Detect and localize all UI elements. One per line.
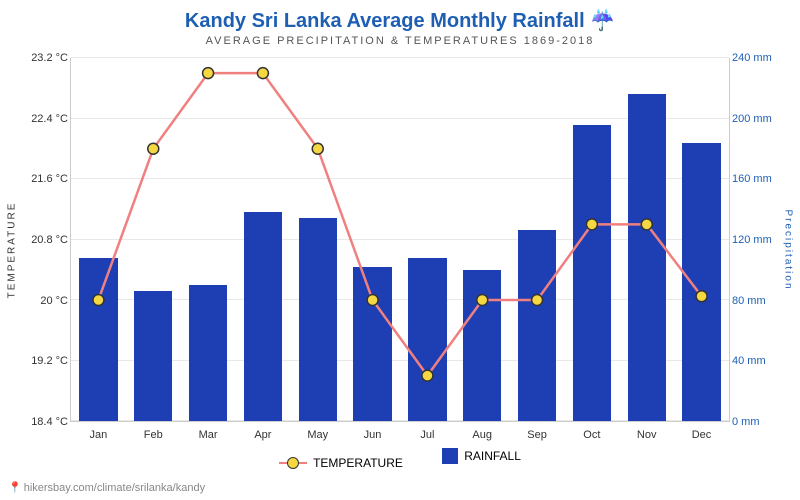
pin-icon: 📍 (8, 482, 22, 494)
rainfall-bar (244, 212, 282, 421)
x-tick-label: Jul (400, 429, 455, 441)
footer-source: 📍hikersbay.com/climate/srilanka/kandy (8, 481, 205, 494)
y-right-tick: 120 mm (732, 234, 772, 246)
rainfall-bar (134, 291, 172, 421)
plot-area: JanFebMarAprMayJunJulAugSepOctNovDec (70, 58, 730, 422)
bar-slot (126, 58, 181, 421)
y-right-tick: 160 mm (732, 173, 772, 185)
x-tick-label: Jun (345, 429, 400, 441)
bar-slot (564, 58, 619, 421)
legend: TEMPERATURE RAINFALL (0, 448, 800, 470)
y-right-tick: 40 mm (732, 355, 766, 367)
y-left-tick: 18.4 °C (31, 416, 68, 428)
legend-rainfall: RAINFALL (442, 448, 521, 464)
chart-area: 18.4 °C19.2 °C20 °C20.8 °C21.6 °C22.4 °C… (70, 58, 730, 422)
bar-slot (674, 58, 729, 421)
x-tick-label: Sep (510, 429, 565, 441)
x-tick-label: May (290, 429, 345, 441)
x-tick-label: Dec (674, 429, 729, 441)
rainfall-bar (189, 285, 227, 421)
legend-temp-label: TEMPERATURE (313, 456, 403, 470)
x-tick-label: Aug (455, 429, 510, 441)
x-axis-labels: JanFebMarAprMayJunJulAugSepOctNovDec (71, 429, 729, 441)
bar-slot (71, 58, 126, 421)
rainfall-bar (408, 258, 446, 421)
y-left-ticks: 18.4 °C19.2 °C20 °C20.8 °C21.6 °C22.4 °C… (20, 58, 68, 422)
y-left-tick: 20.8 °C (31, 234, 68, 246)
rainfall-bar (353, 267, 391, 421)
y-left-tick: 19.2 °C (31, 355, 68, 367)
x-tick-label: Apr (235, 429, 290, 441)
rainfall-bar (628, 94, 666, 421)
y-right-ticks: 0 mm40 mm80 mm120 mm160 mm200 mm240 mm (732, 58, 780, 422)
y-right-tick: 200 mm (732, 113, 772, 125)
y-left-tick: 21.6 °C (31, 173, 68, 185)
legend-rain-label: RAINFALL (464, 449, 521, 463)
legend-temp-marker-icon (279, 462, 307, 464)
footer-text: hikersbay.com/climate/srilanka/kandy (24, 482, 205, 494)
rainfall-bar (299, 218, 337, 421)
bar-slot (345, 58, 400, 421)
y-left-tick: 23.2 °C (31, 52, 68, 64)
x-tick-label: Mar (181, 429, 236, 441)
bar-slot (290, 58, 345, 421)
y-right-tick: 0 mm (732, 416, 760, 428)
bar-slot (619, 58, 674, 421)
y-right-tick: 240 mm (732, 52, 772, 64)
rainfall-bar (463, 270, 501, 421)
y-left-tick: 22.4 °C (31, 113, 68, 125)
y-right-tick: 80 mm (732, 295, 766, 307)
bar-slot (181, 58, 236, 421)
bar-slot (400, 58, 455, 421)
rainfall-bar (79, 258, 117, 421)
rainfall-bar (573, 125, 611, 421)
y-left-axis-label: TEMPERATURE (7, 202, 18, 299)
x-tick-label: Oct (564, 429, 619, 441)
rainfall-bar (518, 230, 556, 421)
chart-title: Kandy Sri Lanka Average Monthly Rainfall… (0, 0, 800, 33)
y-left-tick: 20 °C (40, 295, 68, 307)
bar-slot (455, 58, 510, 421)
chart-subtitle: AVERAGE PRECIPITATION & TEMPERATURES 186… (0, 35, 800, 47)
rainfall-bars (71, 58, 729, 421)
x-tick-label: Feb (126, 429, 181, 441)
bar-slot (510, 58, 565, 421)
legend-rain-box-icon (442, 448, 458, 464)
legend-temperature: TEMPERATURE (279, 456, 403, 470)
bar-slot (235, 58, 290, 421)
x-tick-label: Jan (71, 429, 126, 441)
y-right-axis-label: Precipitation (783, 209, 794, 290)
x-tick-label: Nov (619, 429, 674, 441)
rainfall-bar (682, 143, 720, 421)
